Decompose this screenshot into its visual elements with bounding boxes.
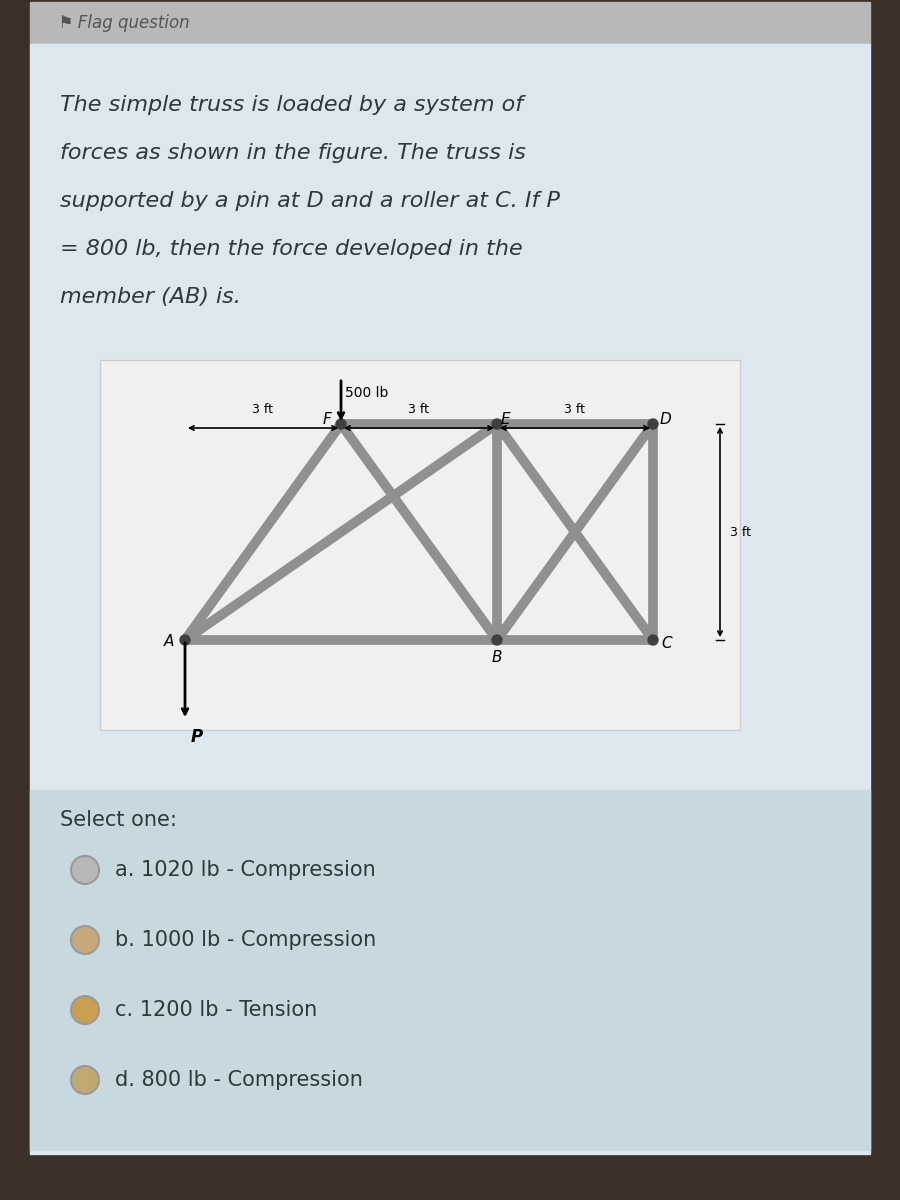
Text: member (AB) is.: member (AB) is. [60, 287, 241, 307]
Text: d. 800 lb - Compression: d. 800 lb - Compression [115, 1070, 363, 1090]
Text: 3 ft: 3 ft [564, 403, 586, 416]
Text: C: C [662, 636, 672, 652]
Text: The simple truss is loaded by a system of: The simple truss is loaded by a system o… [60, 95, 523, 115]
Bar [30, 2, 870, 44]
Text: 3 ft: 3 ft [409, 403, 429, 416]
Circle shape [71, 856, 99, 884]
Text: = 800 lb, then the force developed in the: = 800 lb, then the force developed in th… [60, 239, 523, 259]
Text: 3 ft: 3 ft [730, 526, 751, 539]
Text: F: F [322, 413, 331, 427]
Bar [100, 360, 740, 730]
Text: c. 1200 lb - Tension: c. 1200 lb - Tension [115, 1000, 317, 1020]
Text: forces as shown in the figure. The truss is: forces as shown in the figure. The truss… [60, 143, 526, 163]
Text: 500 lb: 500 lb [345, 386, 389, 400]
Text: P: P [191, 728, 203, 746]
Text: D: D [659, 413, 670, 427]
Text: E: E [500, 413, 509, 427]
Text: a. 1020 lb - Compression: a. 1020 lb - Compression [115, 860, 376, 880]
Text: b. 1000 lb - Compression: b. 1000 lb - Compression [115, 930, 376, 950]
Circle shape [71, 1066, 99, 1094]
Bar [30, 790, 870, 1150]
Circle shape [648, 419, 658, 428]
Text: supported by a pin at D and a roller at C. If P: supported by a pin at D and a roller at … [60, 191, 560, 211]
Text: B: B [491, 650, 502, 666]
Bar [100, 360, 740, 730]
Circle shape [71, 926, 99, 954]
Circle shape [648, 635, 658, 646]
Circle shape [492, 419, 502, 428]
Text: Select one:: Select one: [60, 810, 177, 830]
Circle shape [336, 419, 346, 428]
Text: A: A [164, 635, 175, 649]
Circle shape [492, 635, 502, 646]
Circle shape [71, 996, 99, 1024]
Text: 3 ft: 3 ft [253, 403, 274, 416]
Text: ⚑ Flag question: ⚑ Flag question [60, 14, 190, 32]
Circle shape [180, 635, 190, 646]
